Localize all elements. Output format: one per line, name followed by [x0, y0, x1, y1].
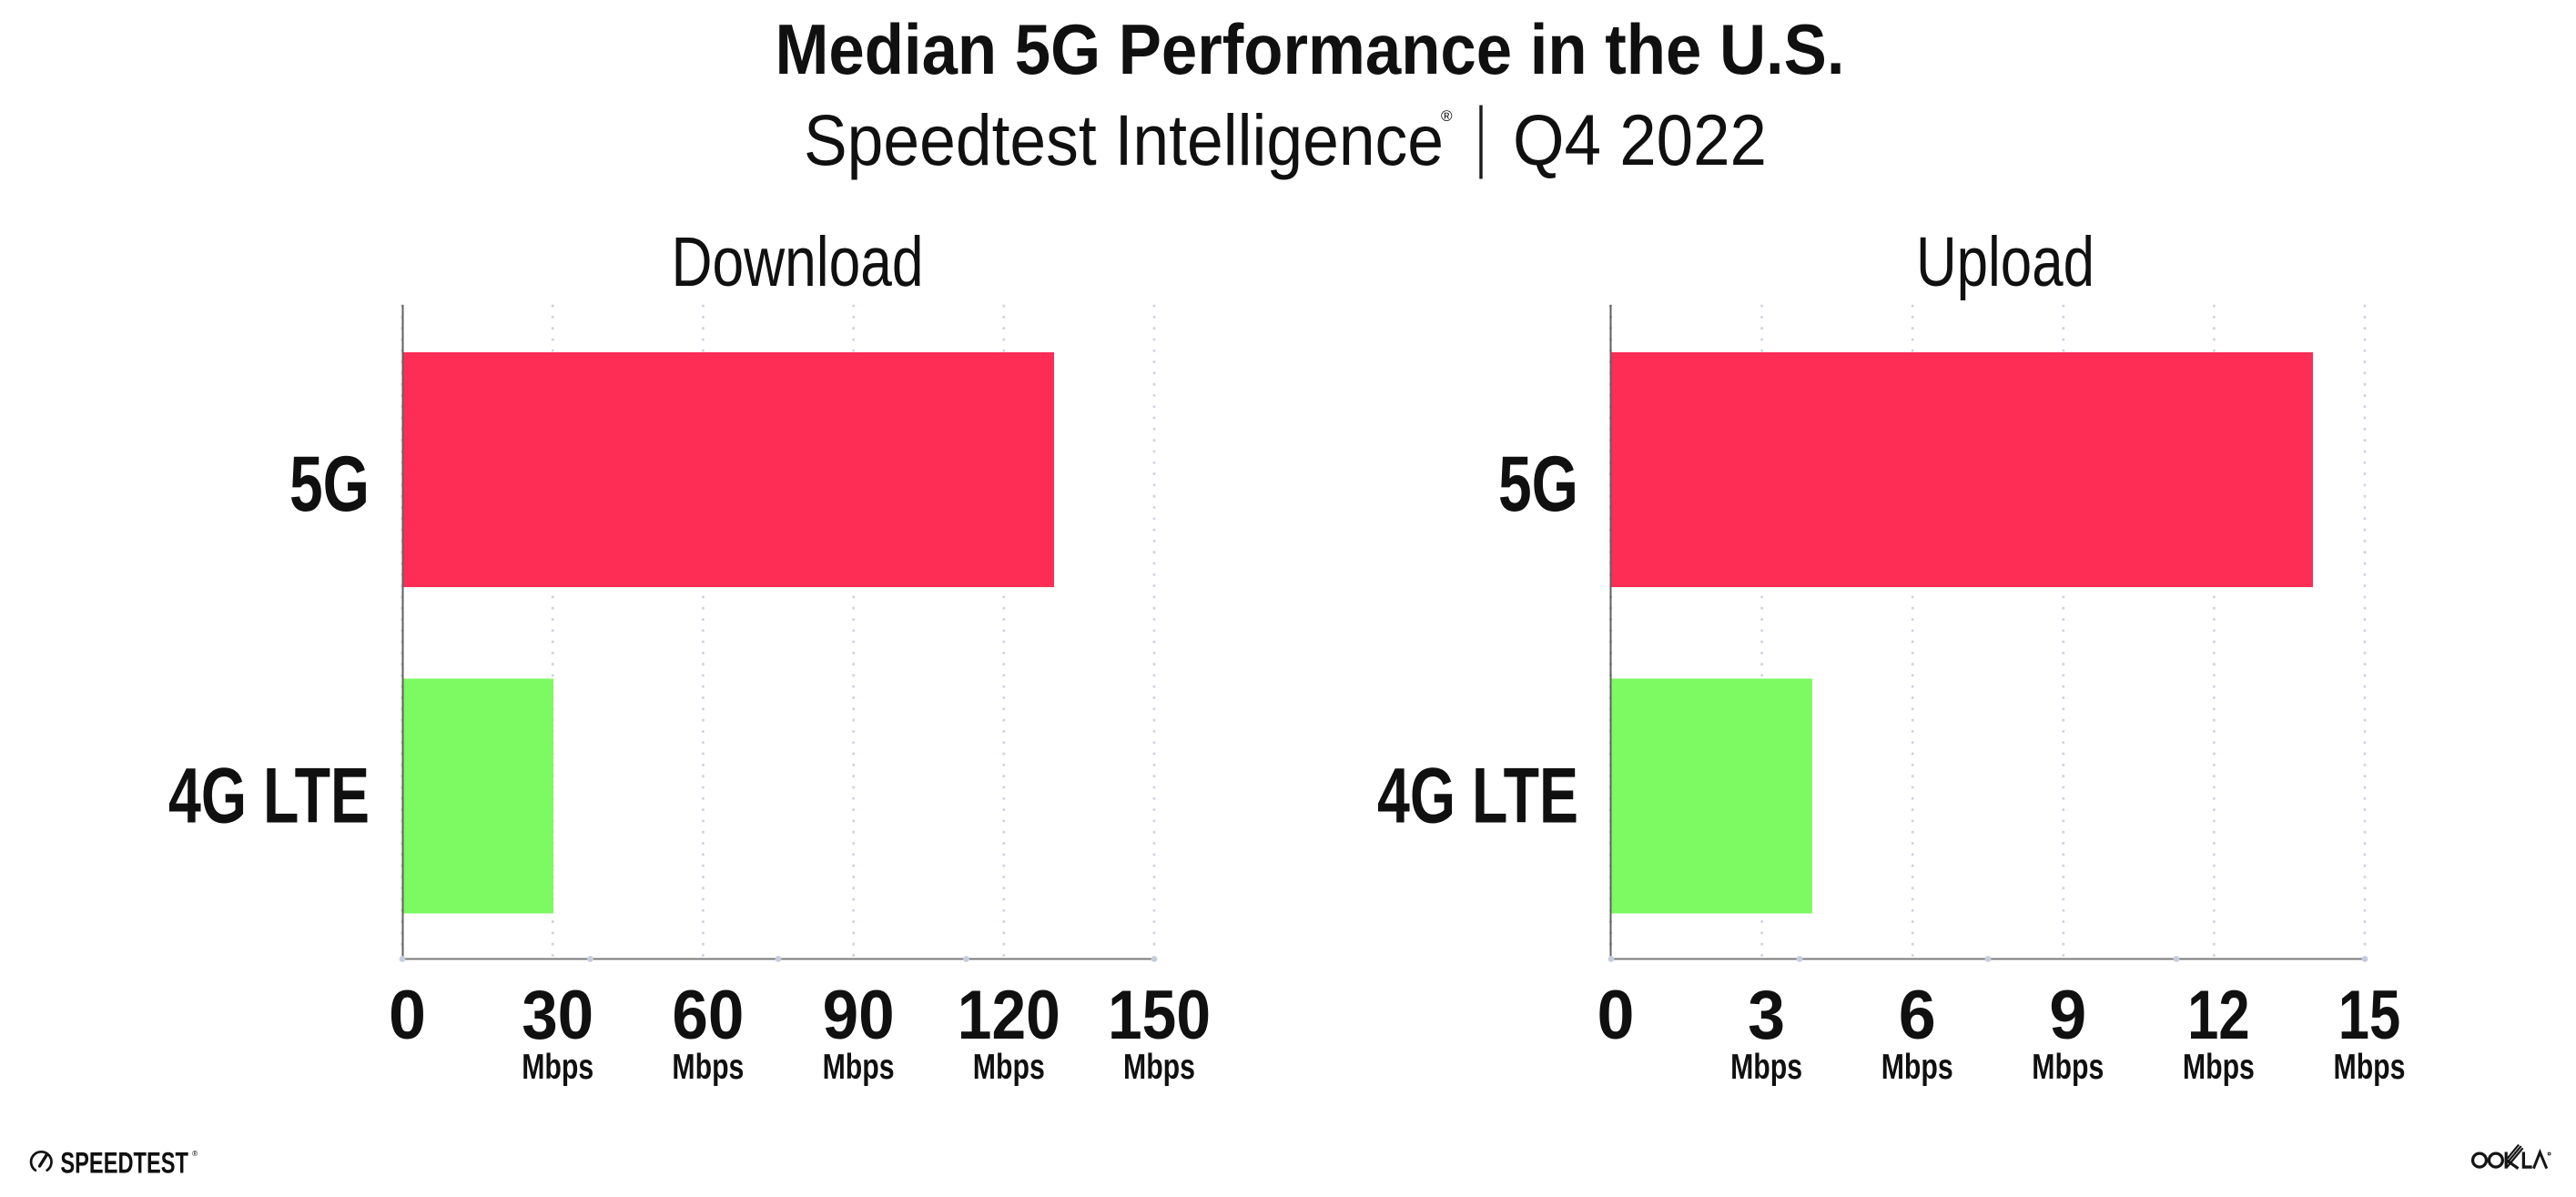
- svg-text:Download: Download: [672, 223, 924, 301]
- svg-text:0: 0: [1597, 977, 1635, 1054]
- svg-text:Mbps: Mbps: [1730, 1048, 1802, 1087]
- svg-text:Mbps: Mbps: [1123, 1048, 1195, 1087]
- svg-text:150: 150: [1108, 977, 1211, 1054]
- svg-text:5G: 5G: [289, 441, 370, 528]
- svg-text:4G LTE: 4G LTE: [1377, 753, 1578, 840]
- svg-text:60: 60: [672, 977, 744, 1054]
- svg-text:Mbps: Mbps: [2032, 1048, 2104, 1087]
- svg-text:Mbps: Mbps: [2334, 1048, 2406, 1087]
- svg-text:SPEEDTEST: SPEEDTEST: [60, 1147, 188, 1180]
- svg-text:Mbps: Mbps: [973, 1048, 1045, 1087]
- svg-text:Mbps: Mbps: [522, 1048, 593, 1087]
- svg-text:3: 3: [1748, 977, 1785, 1054]
- svg-text:0: 0: [389, 977, 426, 1054]
- svg-text:Upload: Upload: [1916, 223, 2094, 301]
- svg-text:120: 120: [958, 977, 1060, 1054]
- svg-text:Mbps: Mbps: [823, 1048, 895, 1087]
- svg-text:Speedtest Intelligence: Speedtest Intelligence: [804, 99, 1444, 180]
- svg-text:Mbps: Mbps: [1881, 1048, 1953, 1087]
- svg-text:6: 6: [1899, 977, 1936, 1054]
- svg-text:Mbps: Mbps: [672, 1048, 744, 1087]
- svg-text:90: 90: [823, 977, 895, 1054]
- svg-text:®: ®: [1441, 107, 1453, 125]
- svg-text:30: 30: [522, 977, 593, 1054]
- svg-text:Median 5G Performance in the U: Median 5G Performance in the U.S.: [776, 9, 1845, 89]
- svg-text:9: 9: [2049, 977, 2086, 1054]
- svg-text:4G LTE: 4G LTE: [168, 753, 370, 840]
- svg-text:®: ®: [192, 1149, 198, 1158]
- svg-text:15: 15: [2338, 977, 2401, 1054]
- svg-text:12: 12: [2187, 977, 2250, 1054]
- svg-text:Mbps: Mbps: [2183, 1048, 2255, 1087]
- svg-text:5G: 5G: [1498, 441, 1578, 528]
- svg-text:Q4 2022: Q4 2022: [1513, 99, 1767, 180]
